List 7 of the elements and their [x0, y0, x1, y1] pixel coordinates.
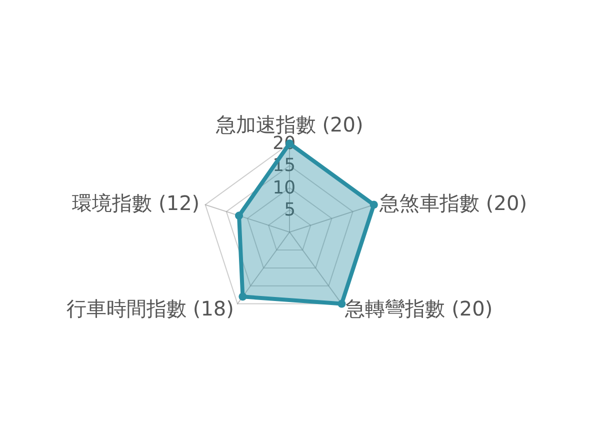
- spoke-label: 行車時間指數 (18): [66, 296, 234, 321]
- y-tick-label: 5: [284, 199, 296, 220]
- y-tick-label: 10: [272, 177, 296, 198]
- spoke-label: 急加速指數 (20): [214, 112, 364, 137]
- spoke-label: 急轉彎指數 (20): [344, 296, 493, 321]
- spoke-label: 急煞車指數 (20): [378, 190, 527, 215]
- spoke-label: 環境指數 (12): [72, 190, 200, 215]
